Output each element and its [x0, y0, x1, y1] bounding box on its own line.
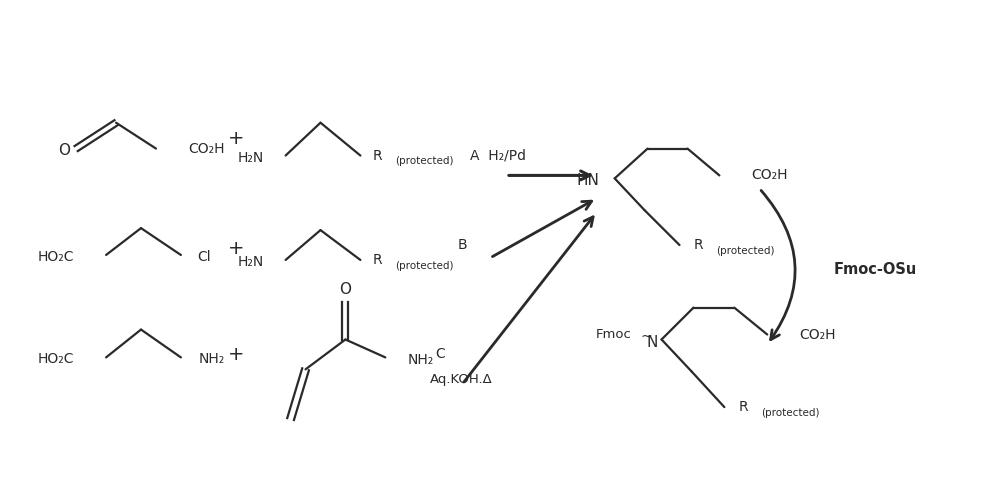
Text: +: +	[227, 345, 244, 364]
Text: (protected): (protected)	[395, 156, 454, 166]
Text: CO₂H: CO₂H	[799, 328, 836, 342]
Text: R: R	[738, 400, 748, 414]
Text: HO₂C: HO₂C	[38, 352, 74, 366]
Text: HN: HN	[577, 173, 600, 188]
Text: +: +	[227, 129, 244, 148]
Text: CO₂H: CO₂H	[188, 142, 224, 156]
Text: NH₂: NH₂	[407, 354, 434, 368]
Text: H₂N: H₂N	[237, 150, 264, 164]
Text: ~: ~	[641, 330, 653, 344]
Text: A  H₂/Pd: A H₂/Pd	[470, 148, 526, 162]
Text: HO₂C: HO₂C	[38, 250, 74, 264]
Text: (protected): (protected)	[716, 246, 775, 256]
Text: R: R	[372, 148, 382, 162]
Text: (protected): (protected)	[395, 261, 454, 271]
Text: O: O	[339, 282, 351, 298]
Text: H₂N: H₂N	[237, 255, 264, 269]
Text: B: B	[458, 238, 468, 252]
Text: CO₂H: CO₂H	[751, 168, 788, 182]
Text: (protected): (protected)	[761, 408, 820, 418]
Text: R: R	[372, 253, 382, 267]
Text: C: C	[435, 348, 445, 362]
Text: +: +	[227, 238, 244, 258]
Text: R: R	[693, 238, 703, 252]
Text: NH₂: NH₂	[199, 352, 225, 366]
Text: N: N	[646, 335, 658, 350]
Text: Cl: Cl	[197, 250, 210, 264]
Text: Fmoc-OSu: Fmoc-OSu	[834, 262, 917, 278]
Text: Fmoc: Fmoc	[596, 328, 632, 341]
Text: O: O	[58, 143, 70, 158]
Text: Aq.KOH.Δ: Aq.KOH.Δ	[430, 373, 493, 386]
